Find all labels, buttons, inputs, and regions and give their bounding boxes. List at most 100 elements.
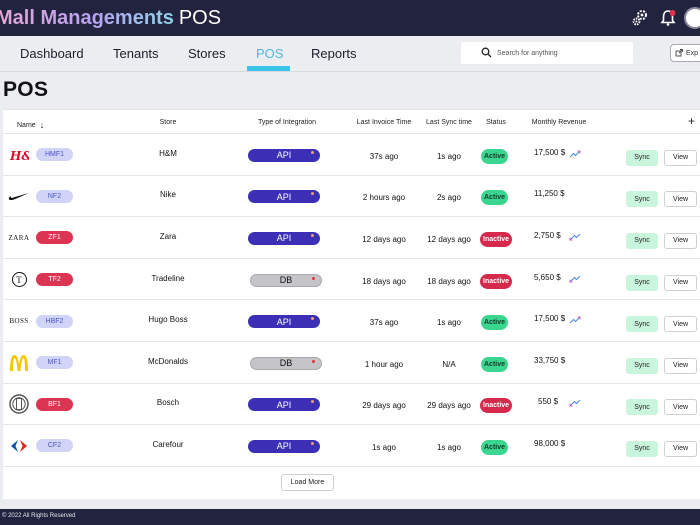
integration-status-dot	[311, 150, 314, 154]
load-more-button[interactable]: Load More	[281, 474, 334, 491]
trend-down-icon	[569, 394, 581, 412]
view-button[interactable]: View	[664, 191, 697, 208]
last-sync-time: N/A	[442, 359, 456, 369]
add-column-button[interactable]: +	[688, 114, 696, 128]
last-invoice-time: 37s ago	[369, 318, 399, 328]
monthly-revenue: 98,000 $	[534, 438, 566, 448]
last-sync-time: 1s ago	[436, 318, 462, 328]
store-name: Tradeline	[151, 273, 185, 283]
view-button[interactable]: View	[664, 440, 697, 457]
sync-button[interactable]: Sync	[626, 440, 658, 457]
store-code-badge: MF1	[36, 356, 73, 370]
hm-logo: H&M	[8, 146, 30, 164]
integration-status-dot	[311, 192, 314, 196]
integration-badge: API	[248, 398, 320, 412]
integration-status-dot	[312, 276, 315, 280]
tab-stores[interactable]: Stores	[188, 46, 226, 61]
integration-badge: API	[248, 315, 320, 329]
status-badge: Active	[481, 148, 509, 164]
store-name: Hugo Boss	[148, 315, 188, 325]
trend-down-icon	[569, 228, 581, 246]
bosch-logo	[8, 394, 30, 415]
tradeline-logo: T	[8, 271, 30, 289]
app-title: Mall Managements POS	[0, 7, 221, 30]
boss-logo: BOSS	[9, 317, 29, 326]
trend-up-icon	[569, 145, 581, 163]
view-button[interactable]: View	[664, 357, 697, 374]
tab-tenants[interactable]: Tenants	[113, 46, 159, 61]
sync-button[interactable]: Sync	[626, 399, 658, 416]
status-badge: Active	[481, 315, 509, 331]
carrefour-logo	[8, 437, 30, 455]
integration-badge: API	[248, 190, 320, 204]
monthly-revenue: 5,650 $	[534, 272, 561, 282]
store-code-badge: ZF1	[36, 231, 73, 245]
search-input[interactable]: Search for anything	[461, 42, 633, 64]
store-code-badge: BF1	[36, 397, 73, 411]
integration-status-dot	[312, 359, 315, 363]
settings-icon[interactable]	[630, 7, 650, 29]
sync-button[interactable]: Sync	[626, 316, 658, 333]
status-badge: Active	[481, 439, 509, 455]
monthly-revenue: 17,500 $	[534, 314, 566, 324]
table-row: NF2 Nike API 2 hours ago 2s ago Active 11,250 …	[3, 176, 700, 218]
integration-badge: API	[248, 231, 320, 245]
last-invoice-time: 1 hour ago	[364, 359, 404, 369]
tab-dashboard[interactable]: Dashboard	[20, 46, 84, 61]
column-header-last-sync: Last Sync time	[426, 119, 472, 126]
view-button[interactable]: View	[664, 399, 697, 416]
last-sync-time: 18 days ago	[427, 276, 471, 286]
export-icon	[675, 49, 683, 57]
store-name: Bosch	[156, 398, 180, 408]
monthly-revenue: 550 $	[538, 397, 559, 407]
last-sync-time: 29 days ago	[427, 401, 471, 411]
pos-table: Name ↓ Store Type of Integration Last Inv…	[3, 109, 700, 499]
table-row: T TF2 Tradeline DB 18 days ago 18 days ago Ina…	[3, 259, 700, 301]
active-tab-indicator	[247, 66, 290, 71]
store-name: Zara	[159, 231, 177, 241]
column-header-status: Status	[486, 119, 506, 126]
column-header-last-invoice: Last Invoice Time	[356, 119, 412, 126]
store-code-badge: NF2	[36, 189, 73, 203]
table-header: Name ↓ Store Type of Integration Last Inv…	[3, 110, 700, 134]
column-header-revenue: Monthly Revenue	[531, 119, 587, 126]
view-button[interactable]: View	[664, 316, 697, 333]
svg-text:H&M: H&M	[9, 149, 29, 162]
sync-button[interactable]: Sync	[626, 274, 658, 291]
store-name: McDonalds	[147, 356, 189, 366]
search-placeholder: Search for anything	[497, 49, 558, 57]
integration-badge: API	[248, 148, 320, 162]
export-button[interactable]: Exp	[670, 44, 700, 62]
copyright-text: © 2022 All Rights Reserved	[2, 513, 76, 519]
table-row: ZARA ZF1 Zara API 12 days ago 12 days ago Inac…	[3, 217, 700, 259]
view-button[interactable]: View	[664, 149, 697, 166]
monthly-revenue: 11,250 $	[534, 189, 565, 199]
sync-button[interactable]: Sync	[626, 191, 658, 208]
view-button[interactable]: View	[664, 232, 697, 249]
search-icon	[481, 47, 492, 58]
store-code-badge: HBF2	[36, 314, 73, 328]
integration-status-dot	[311, 233, 314, 237]
sync-button[interactable]: Sync	[626, 232, 658, 249]
status-badge: Inactive	[480, 273, 513, 289]
user-avatar[interactable]	[684, 7, 700, 29]
sync-button[interactable]: Sync	[626, 357, 658, 374]
last-invoice-time: 37s ago	[369, 151, 399, 161]
tab-pos[interactable]: POS	[256, 46, 284, 61]
footer: © 2022 All Rights Reserved	[0, 509, 700, 525]
view-button[interactable]: View	[664, 274, 697, 291]
last-invoice-time: 18 days ago	[362, 276, 406, 286]
status-badge: Active	[481, 356, 509, 372]
integration-status-dot	[311, 400, 314, 404]
sort-arrow-icon[interactable]: ↓	[39, 120, 45, 130]
sync-button[interactable]: Sync	[626, 149, 658, 166]
column-header-name[interactable]: Name ↓	[17, 120, 45, 130]
monthly-revenue: 17,500 $	[534, 147, 566, 157]
integration-badge: DB	[250, 273, 322, 287]
notification-bell-icon[interactable]	[658, 7, 678, 29]
tab-reports[interactable]: Reports	[311, 46, 357, 61]
store-code-badge: TF2	[36, 273, 73, 287]
table-row: BOSS HBF2 Hugo Boss API 37s ago 1s ago Active 1…	[3, 300, 700, 342]
store-code-badge: CF2	[36, 439, 73, 453]
monthly-revenue: 2,750 $	[534, 230, 561, 240]
